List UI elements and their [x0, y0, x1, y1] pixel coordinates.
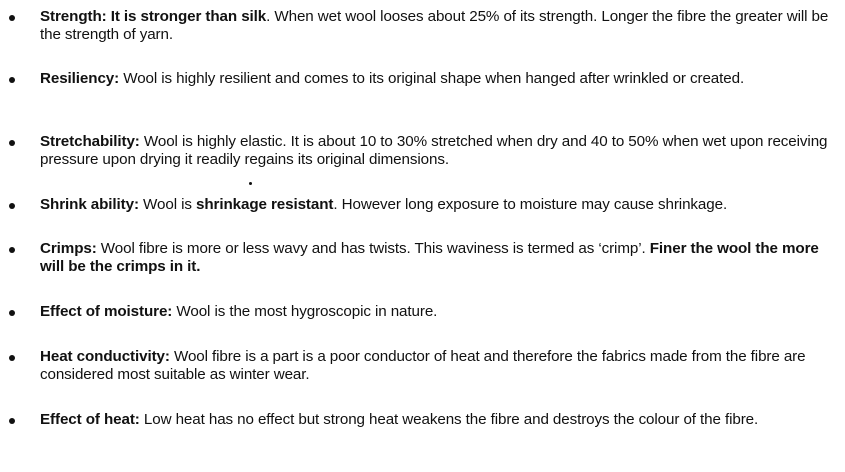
item-body: . When wet wool looses about 25% of its … [40, 8, 829, 43]
bullet-icon [9, 418, 15, 424]
item-label: Stretchability: [40, 133, 140, 150]
item-label: Crimps: [40, 240, 97, 257]
item-label: Effect of heat: [40, 411, 140, 428]
item-bold-mid: shrinkage resistant [196, 196, 334, 213]
item-text: Effect of moisture: Wool is the most hyg… [40, 303, 835, 321]
item-body: Wool is highly resilient and comes to it… [119, 70, 745, 87]
item-body: Wool is the most hygroscopic in nature. [172, 303, 438, 320]
bullet-icon [9, 355, 15, 361]
item-bold-lead: It is stronger than silk [106, 8, 267, 25]
item-text: Stretchability: Wool is highly elastic. … [40, 133, 835, 168]
item-bold-tail: Finer the wool the more will be the crim… [40, 240, 819, 275]
item-label: Shrink ability: [40, 196, 139, 213]
item-label: Effect of moisture: [40, 303, 173, 320]
item-label: Heat conductivity: [40, 348, 170, 365]
bullet-icon [9, 15, 15, 21]
bullet-icon [9, 310, 15, 316]
item-body-after: . However long exposure to moisture may … [333, 196, 728, 213]
item-body: Wool fibre is more or less wavy and has … [96, 240, 650, 257]
item-body-before: Wool is [138, 196, 196, 213]
item-body: Low heat has no effect but strong heat w… [139, 411, 759, 428]
item-text: Resiliency: Wool is highly resilient and… [40, 70, 835, 88]
bullet-icon [9, 247, 15, 253]
bullet-icon [9, 140, 15, 146]
stray-dot [249, 182, 252, 185]
item-text: Heat conductivity: Wool fibre is a part … [40, 348, 835, 383]
bullet-icon [9, 77, 15, 83]
item-body: Wool fibre is a part is a poor conductor… [40, 348, 806, 383]
item-text: Crimps: Wool fibre is more or less wavy … [40, 240, 835, 275]
item-text: Strength: It is stronger than silk. When… [40, 8, 835, 43]
bullet-icon [9, 203, 15, 209]
item-text: Shrink ability: Wool is shrinkage resist… [40, 196, 835, 214]
item-text: Effect of heat: Low heat has no effect b… [40, 411, 835, 429]
item-label: Resiliency: [40, 70, 120, 87]
item-body: Wool is highly elastic. It is about 10 t… [40, 133, 828, 168]
item-label: Strength: [40, 8, 107, 25]
